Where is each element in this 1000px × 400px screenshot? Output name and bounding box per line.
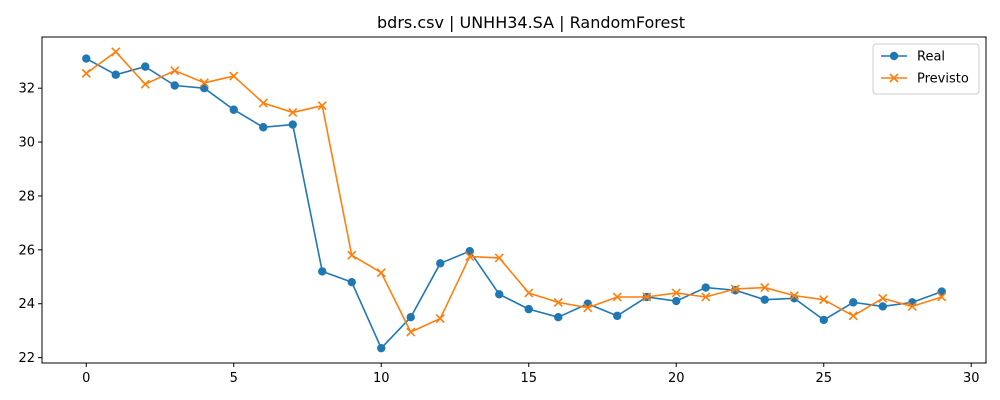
data-point: [553, 297, 563, 307]
data-point: [937, 287, 946, 296]
data-point: [494, 253, 504, 263]
series-line: [85, 51, 942, 333]
data-point: [200, 83, 209, 93]
data-point: [318, 267, 327, 276]
data-point: [347, 250, 357, 260]
data-point: [347, 277, 356, 287]
data-point: [583, 303, 593, 313]
x-tick-label: 25: [815, 371, 832, 386]
data-point: [288, 120, 297, 129]
legend-label: Real: [917, 50, 945, 65]
data-point: [642, 292, 652, 302]
data-point: [524, 304, 533, 314]
data-point: [672, 296, 681, 306]
data-point: [671, 288, 681, 298]
data-point: [465, 252, 475, 262]
y-tick-label: 26: [18, 243, 35, 258]
data-point: [376, 268, 386, 278]
data-point: [111, 47, 121, 57]
data-point: [760, 295, 769, 304]
y-tick-label: 28: [18, 189, 35, 204]
data-point: [170, 81, 179, 90]
data-point: [907, 301, 917, 311]
data-point: [317, 101, 327, 111]
legend-item: Previsto: [881, 72, 969, 87]
legend-item: Real: [881, 50, 945, 65]
y-tick-label: 22: [18, 351, 35, 366]
data-point: [819, 295, 829, 305]
chart-title: bdrs.csv | UNHH34.SA | RandomForest: [377, 13, 685, 32]
legend: Real Previsto: [872, 43, 980, 95]
y-tick-label: 24: [18, 297, 35, 312]
data-point: [406, 327, 416, 337]
data-point: [406, 312, 415, 322]
data-point: [701, 283, 710, 292]
x-tick-label: 30: [963, 371, 980, 386]
data-point: [613, 311, 622, 321]
series-real: [82, 54, 946, 353]
data-point: [878, 293, 888, 303]
legend-label: Previsto: [917, 72, 969, 87]
series-layer: [81, 47, 947, 353]
x-tick-label: 5: [230, 371, 238, 386]
data-point: [111, 70, 120, 79]
x-tick-label: 15: [520, 371, 537, 386]
data-point: [258, 98, 268, 108]
plot-area: [41, 36, 987, 364]
data-point: [554, 312, 563, 322]
axis-ticks: 0 5 10 15 20 25 30 22 24 26 28 30 32: [18, 82, 979, 386]
data-point: [436, 259, 445, 268]
data-point: [495, 290, 504, 299]
x-tick-label: 0: [82, 371, 90, 386]
series-line: [85, 57, 943, 349]
data-point: [612, 292, 622, 302]
x-tick-label: 10: [373, 371, 390, 386]
data-point: [937, 292, 947, 302]
data-point: [524, 288, 534, 298]
data-point: [229, 105, 238, 114]
legend-marker: [889, 51, 899, 61]
data-point: [377, 343, 386, 353]
data-point: [170, 66, 180, 76]
y-tick-label: 32: [18, 82, 35, 97]
data-point: [878, 302, 887, 311]
data-point: [288, 107, 298, 118]
data-point: [760, 282, 770, 293]
data-point: [789, 291, 799, 301]
data-point: [465, 246, 474, 256]
data-point: [435, 313, 445, 324]
y-tick-label: 30: [18, 136, 35, 151]
data-point: [229, 71, 239, 81]
data-point: [848, 311, 858, 321]
data-point: [701, 292, 711, 302]
data-point: [141, 62, 150, 71]
data-point: [82, 54, 91, 63]
series-previsto: [81, 47, 947, 337]
data-point: [81, 68, 91, 78]
data-point: [819, 315, 828, 325]
legend-marker: [889, 73, 899, 83]
x-tick-label: 20: [668, 371, 685, 386]
data-point: [730, 284, 740, 294]
data-point: [849, 298, 858, 307]
data-point: [199, 78, 209, 88]
data-point: [259, 123, 268, 132]
data-point: [140, 79, 150, 89]
